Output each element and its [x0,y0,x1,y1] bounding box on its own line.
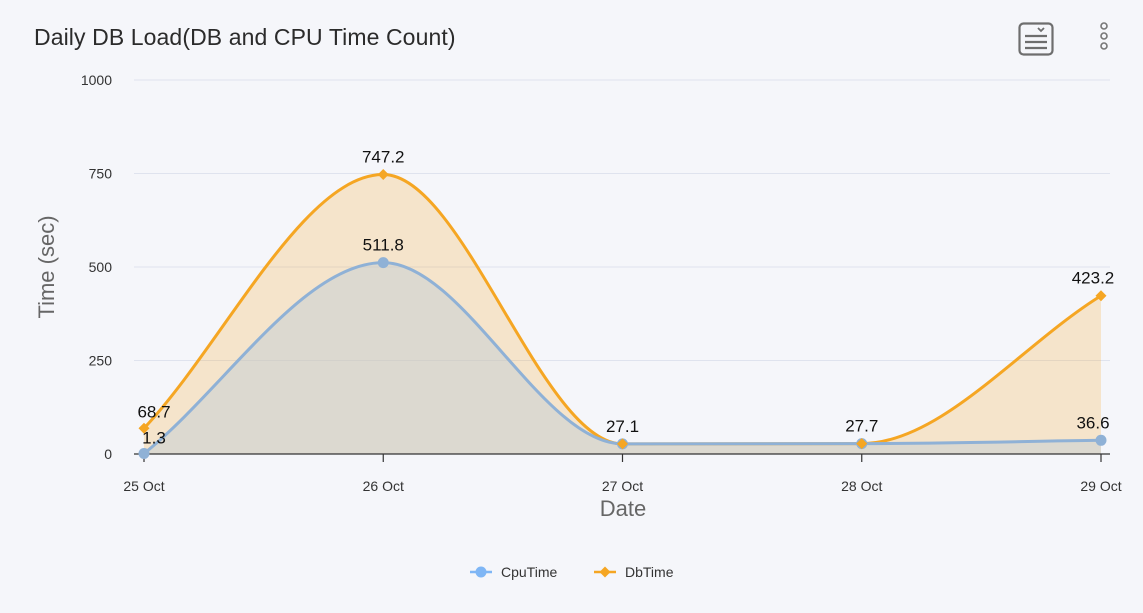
legend-marker-dbtime [599,566,611,578]
chart-title: Daily DB Load(DB and CPU Time Count) [34,24,456,50]
legend-item-dbtime[interactable]: DbTime [625,564,674,580]
data-label: 36.6 [1076,413,1109,432]
x-tick-label: 25 Oct [123,478,164,494]
area-cputime [144,262,1101,454]
data-label: 1.3 [142,429,166,448]
data-point-dbtime[interactable] [377,169,389,181]
y-tick-label: 0 [104,446,112,462]
x-tick-label: 26 Oct [363,478,404,494]
data-label: 27.1 [606,417,639,436]
x-tick-label: 28 Oct [841,478,882,494]
data-point-dbtime[interactable] [856,438,868,450]
data-point-cputime[interactable] [377,257,389,269]
series-line-cputime [143,261,1102,455]
data-label: 27.7 [845,417,878,436]
y-tick-label: 250 [89,353,113,369]
x-tick-label: 29 Oct [1080,478,1121,494]
legend: CpuTime DbTime [470,564,674,580]
y-axis-title: Time (sec) [34,215,59,318]
vertical-dots-icon[interactable] [1094,22,1114,54]
data-label: 423.2 [1072,269,1115,288]
data-label: 511.8 [363,236,404,255]
data-point-cputime[interactable] [1095,434,1107,446]
data-label: 747.2 [362,148,405,167]
legend-item-cputime[interactable]: CpuTime [501,564,557,580]
legend-marker-cputime [475,566,487,578]
y-tick-label: 500 [89,259,113,275]
area-dbtime [144,174,1101,454]
x-axis-title: Date [600,496,646,521]
data-label: 68.7 [137,402,170,421]
y-tick-label: 750 [89,166,113,182]
data-point-dbtime[interactable] [138,422,150,434]
series-line-dbtime [142,173,1102,446]
data-point-dbtime[interactable] [617,438,628,450]
hamburger-menu-icon[interactable] [1018,22,1054,56]
data-point-cputime[interactable] [138,448,150,460]
y-tick-label: 1000 [81,72,112,88]
x-tick-label: 27 Oct [602,478,643,494]
data-point-dbtime[interactable] [1095,290,1107,302]
